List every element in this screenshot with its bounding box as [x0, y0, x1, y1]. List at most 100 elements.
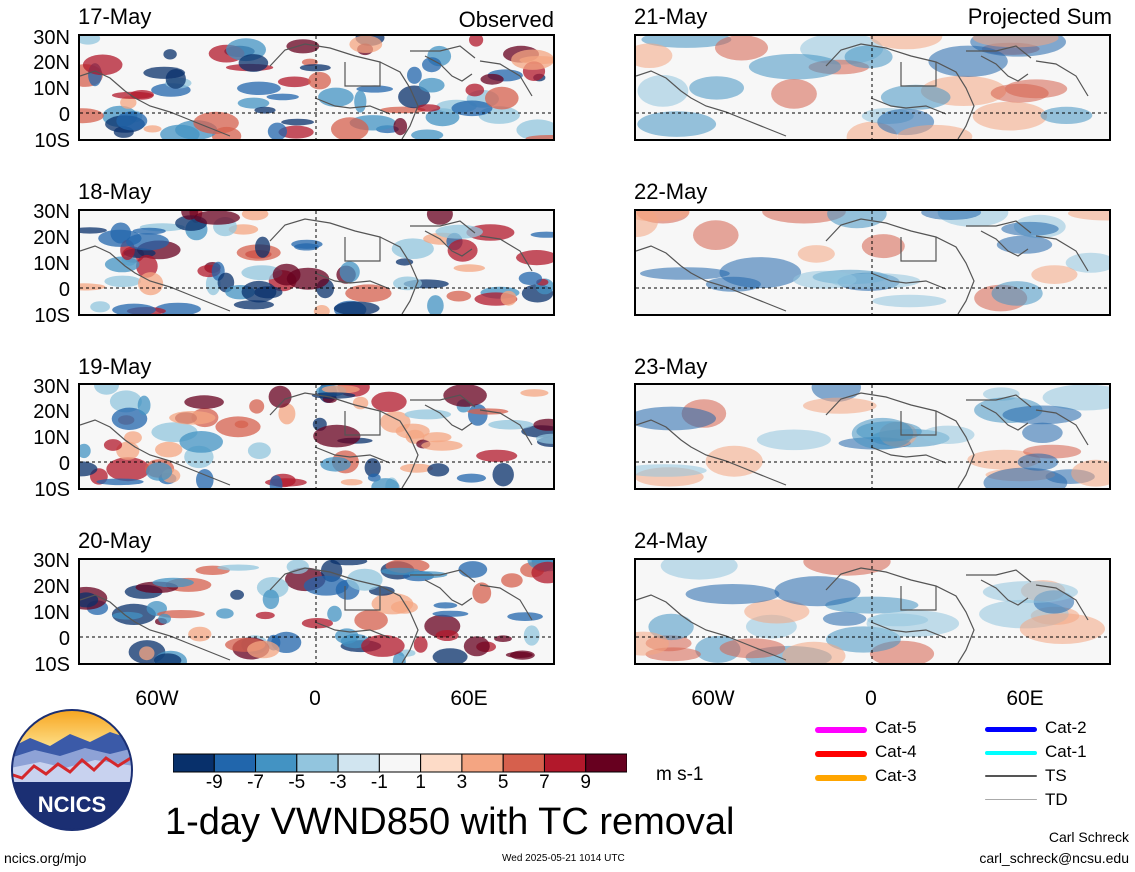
anomaly-blob: [525, 135, 553, 139]
anomaly-blob: [193, 111, 239, 134]
anomaly-blob: [636, 43, 673, 68]
anomaly-blob: [104, 275, 141, 287]
anomaly-blob: [194, 211, 240, 225]
map-field: [80, 211, 553, 314]
anomaly-blob: [237, 81, 281, 95]
colorbar-segment: [378, 753, 422, 773]
colorbar-tick-label: -3: [329, 772, 347, 793]
anomaly-blob: [393, 118, 408, 136]
anomaly-blob: [435, 630, 459, 641]
coastline: [479, 60, 533, 97]
map-field: [80, 560, 553, 663]
anomaly-blob: [184, 395, 224, 409]
anomaly-blob: [90, 301, 110, 313]
lat-label: 0: [58, 628, 70, 650]
map-panel-23-may: [634, 383, 1111, 490]
coastline: [314, 621, 391, 639]
anomaly-blob: [500, 290, 517, 306]
anomaly-blob: [278, 125, 314, 139]
anomaly-blob: [152, 577, 194, 588]
anomaly-blob: [660, 560, 738, 580]
legend-label: Cat-1: [1045, 742, 1087, 761]
anomaly-blob: [520, 389, 549, 397]
anomaly-blob: [921, 211, 981, 220]
lat-label: 30N: [33, 27, 70, 49]
anomaly-blob: [82, 54, 123, 76]
anomaly-blob: [803, 397, 877, 414]
colorbar-segment: [461, 753, 504, 773]
anomaly-blob: [247, 640, 280, 659]
panel-label-projected-sum: Projected Sum: [967, 4, 1112, 29]
anomaly-blob: [432, 648, 468, 663]
anomaly-blob: [719, 257, 802, 289]
anomaly-blob: [456, 473, 486, 483]
panel-date-18-may: 18-May: [78, 179, 152, 204]
colorbar-tick-label: -7: [247, 772, 264, 793]
anomaly-blob: [400, 463, 433, 473]
anomaly-blob: [346, 568, 383, 591]
anomaly-blob: [354, 90, 367, 113]
anomaly-blob: [492, 463, 514, 487]
anomaly-blob: [844, 45, 893, 69]
anomaly-blob: [281, 118, 314, 126]
coastline: [870, 97, 947, 115]
map-panel-22-may: [634, 209, 1111, 316]
anomaly-blob: [782, 641, 846, 663]
colorbar-tick-label: 7: [539, 772, 550, 793]
anomaly-blob: [308, 72, 331, 90]
anomaly-blob: [488, 419, 534, 430]
coastline: [966, 569, 1032, 583]
lat-label: 10N: [33, 427, 70, 449]
anomaly-blob: [155, 302, 201, 314]
anomaly-blob: [416, 104, 441, 112]
colorbar-segment: [420, 753, 463, 773]
main-title: 1-day VWND850 with TC removal: [165, 801, 735, 843]
anomaly-blob: [432, 610, 469, 617]
anomaly-blob: [116, 111, 148, 131]
coastline: [424, 55, 473, 82]
legend-swatch: [985, 799, 1037, 800]
anomaly-blob: [518, 271, 543, 285]
anomaly-blob: [139, 646, 155, 661]
coastline: [80, 594, 231, 661]
anomaly-blob: [451, 100, 493, 117]
anomaly-blob: [693, 220, 739, 250]
anomaly-blob: [238, 54, 269, 72]
anomaly-blob: [827, 211, 887, 229]
anomaly-blob: [169, 411, 216, 425]
anomaly-blob: [463, 636, 490, 657]
anomaly-blob: [188, 626, 212, 642]
anomaly-blob: [426, 211, 453, 225]
lat-label: 0: [58, 279, 70, 301]
anomaly-blob: [349, 36, 383, 53]
author-name: Carl Schreck: [1048, 829, 1129, 845]
anomaly-blob: [404, 409, 452, 420]
anomaly-blob: [268, 385, 292, 408]
coastline: [1035, 60, 1089, 97]
anomaly-blob: [278, 403, 296, 425]
anomaly-blob: [80, 283, 106, 291]
coastline: [80, 70, 231, 137]
anomaly-blob: [516, 250, 553, 266]
panel-date-21-may: 21-May: [634, 4, 708, 29]
legend-swatch: [815, 727, 867, 733]
anomaly-blob: [80, 36, 101, 45]
anomaly-blob: [155, 441, 183, 458]
anomaly-blob: [422, 432, 452, 443]
anomaly-blob: [395, 423, 430, 439]
anomaly-blob: [443, 385, 487, 407]
anomaly-blob: [356, 85, 394, 93]
anomaly-blob: [413, 636, 428, 653]
coastline: [966, 220, 1032, 234]
anomaly-blob: [636, 464, 707, 477]
lat-label: 20N: [33, 576, 70, 598]
anomaly-blob: [364, 458, 381, 478]
anomaly-blob: [411, 129, 444, 139]
anomaly-blob: [418, 77, 445, 93]
anomaly-blob: [972, 36, 1059, 48]
colorbar-segment: [173, 753, 215, 773]
anomaly-blob: [469, 36, 484, 47]
anomaly-blob: [689, 76, 744, 100]
anomaly-blob: [641, 36, 732, 48]
anomaly-blob: [111, 407, 148, 430]
